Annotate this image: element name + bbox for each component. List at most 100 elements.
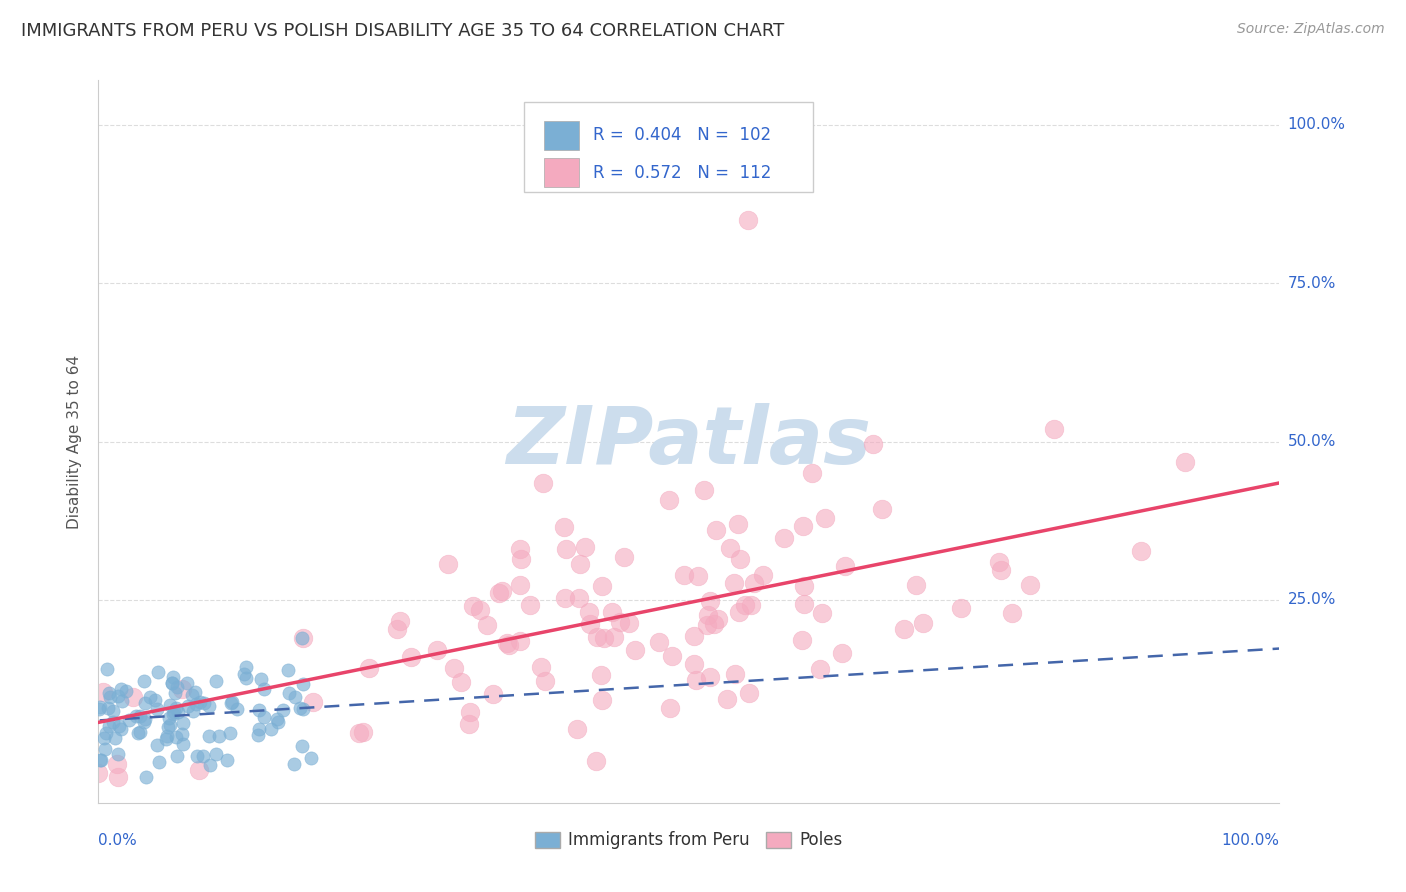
Point — [172, 716, 194, 731]
Point — [198, 699, 221, 714]
Point — [107, 690, 129, 704]
Point — [94, 726, 117, 740]
Point — [808, 662, 831, 676]
Point — [578, 605, 600, 619]
Point — [399, 649, 422, 664]
Point — [723, 576, 745, 591]
Point — [186, 749, 208, 764]
Point — [121, 690, 143, 704]
Point — [125, 709, 148, 723]
Point — [101, 704, 124, 718]
Point — [226, 702, 249, 716]
Point — [134, 696, 156, 710]
Point — [291, 677, 314, 691]
Point — [773, 531, 796, 545]
Point — [252, 682, 274, 697]
Point — [181, 704, 204, 718]
Point — [159, 698, 181, 712]
Point — [146, 702, 169, 716]
Point — [143, 693, 166, 707]
Point — [247, 723, 270, 737]
Point — [461, 599, 484, 613]
Point — [734, 598, 756, 612]
Point — [291, 739, 314, 753]
Point — [591, 692, 613, 706]
Point — [359, 661, 381, 675]
Point — [134, 712, 156, 726]
Point — [834, 559, 856, 574]
Point — [389, 614, 412, 628]
Point — [159, 717, 181, 731]
Point — [347, 725, 370, 739]
Point — [162, 705, 184, 719]
Point — [661, 649, 683, 664]
Point — [172, 737, 194, 751]
Point — [426, 643, 449, 657]
FancyBboxPatch shape — [544, 159, 579, 187]
Point — [589, 668, 612, 682]
Point — [617, 615, 640, 630]
Point — [862, 437, 884, 451]
Point — [790, 632, 813, 647]
Point — [475, 618, 498, 632]
Point — [911, 616, 934, 631]
Point — [97, 718, 120, 732]
Point — [458, 705, 481, 719]
Point — [221, 696, 243, 710]
Point — [165, 701, 187, 715]
Text: IMMIGRANTS FROM PERU VS POLISH DISABILITY AGE 35 TO 64 CORRELATION CHART: IMMIGRANTS FROM PERU VS POLISH DISABILIT… — [21, 22, 785, 40]
Point — [893, 622, 915, 636]
Point — [157, 720, 180, 734]
Point — [1129, 544, 1152, 558]
Point — [283, 756, 305, 771]
Point — [682, 657, 704, 671]
Point — [793, 579, 815, 593]
Point — [166, 749, 188, 764]
Point — [170, 682, 193, 697]
Point — [752, 568, 775, 582]
Point — [271, 703, 294, 717]
Point — [221, 695, 243, 709]
Point — [793, 597, 815, 611]
Point — [90, 753, 112, 767]
Point — [104, 731, 127, 745]
Point — [247, 703, 270, 717]
Point — [167, 705, 190, 719]
Point — [101, 715, 124, 730]
Point — [247, 728, 270, 742]
Point — [685, 673, 707, 687]
Text: 100.0%: 100.0% — [1288, 117, 1346, 132]
Point — [737, 686, 759, 700]
Point — [198, 729, 221, 743]
Point — [724, 666, 747, 681]
Point — [704, 523, 727, 537]
Point — [568, 557, 591, 571]
Point — [531, 475, 554, 490]
Point — [267, 714, 290, 729]
Point — [139, 690, 162, 705]
Point — [482, 687, 505, 701]
Point — [491, 583, 513, 598]
Point — [127, 726, 149, 740]
Point — [1019, 577, 1042, 591]
Point — [128, 709, 150, 723]
Point — [814, 510, 837, 524]
Point — [437, 557, 460, 571]
Point — [205, 747, 228, 761]
Point — [716, 692, 738, 706]
Point — [107, 771, 129, 785]
Point — [498, 638, 520, 652]
Point — [385, 622, 408, 636]
Point — [554, 542, 576, 557]
Point — [156, 729, 179, 743]
Point — [232, 667, 254, 681]
Point — [94, 741, 117, 756]
Point — [707, 612, 730, 626]
Point — [811, 607, 834, 621]
Point — [277, 686, 299, 700]
Point — [603, 631, 626, 645]
Point — [235, 659, 257, 673]
Point — [519, 599, 541, 613]
Point — [831, 646, 853, 660]
Point — [727, 606, 749, 620]
